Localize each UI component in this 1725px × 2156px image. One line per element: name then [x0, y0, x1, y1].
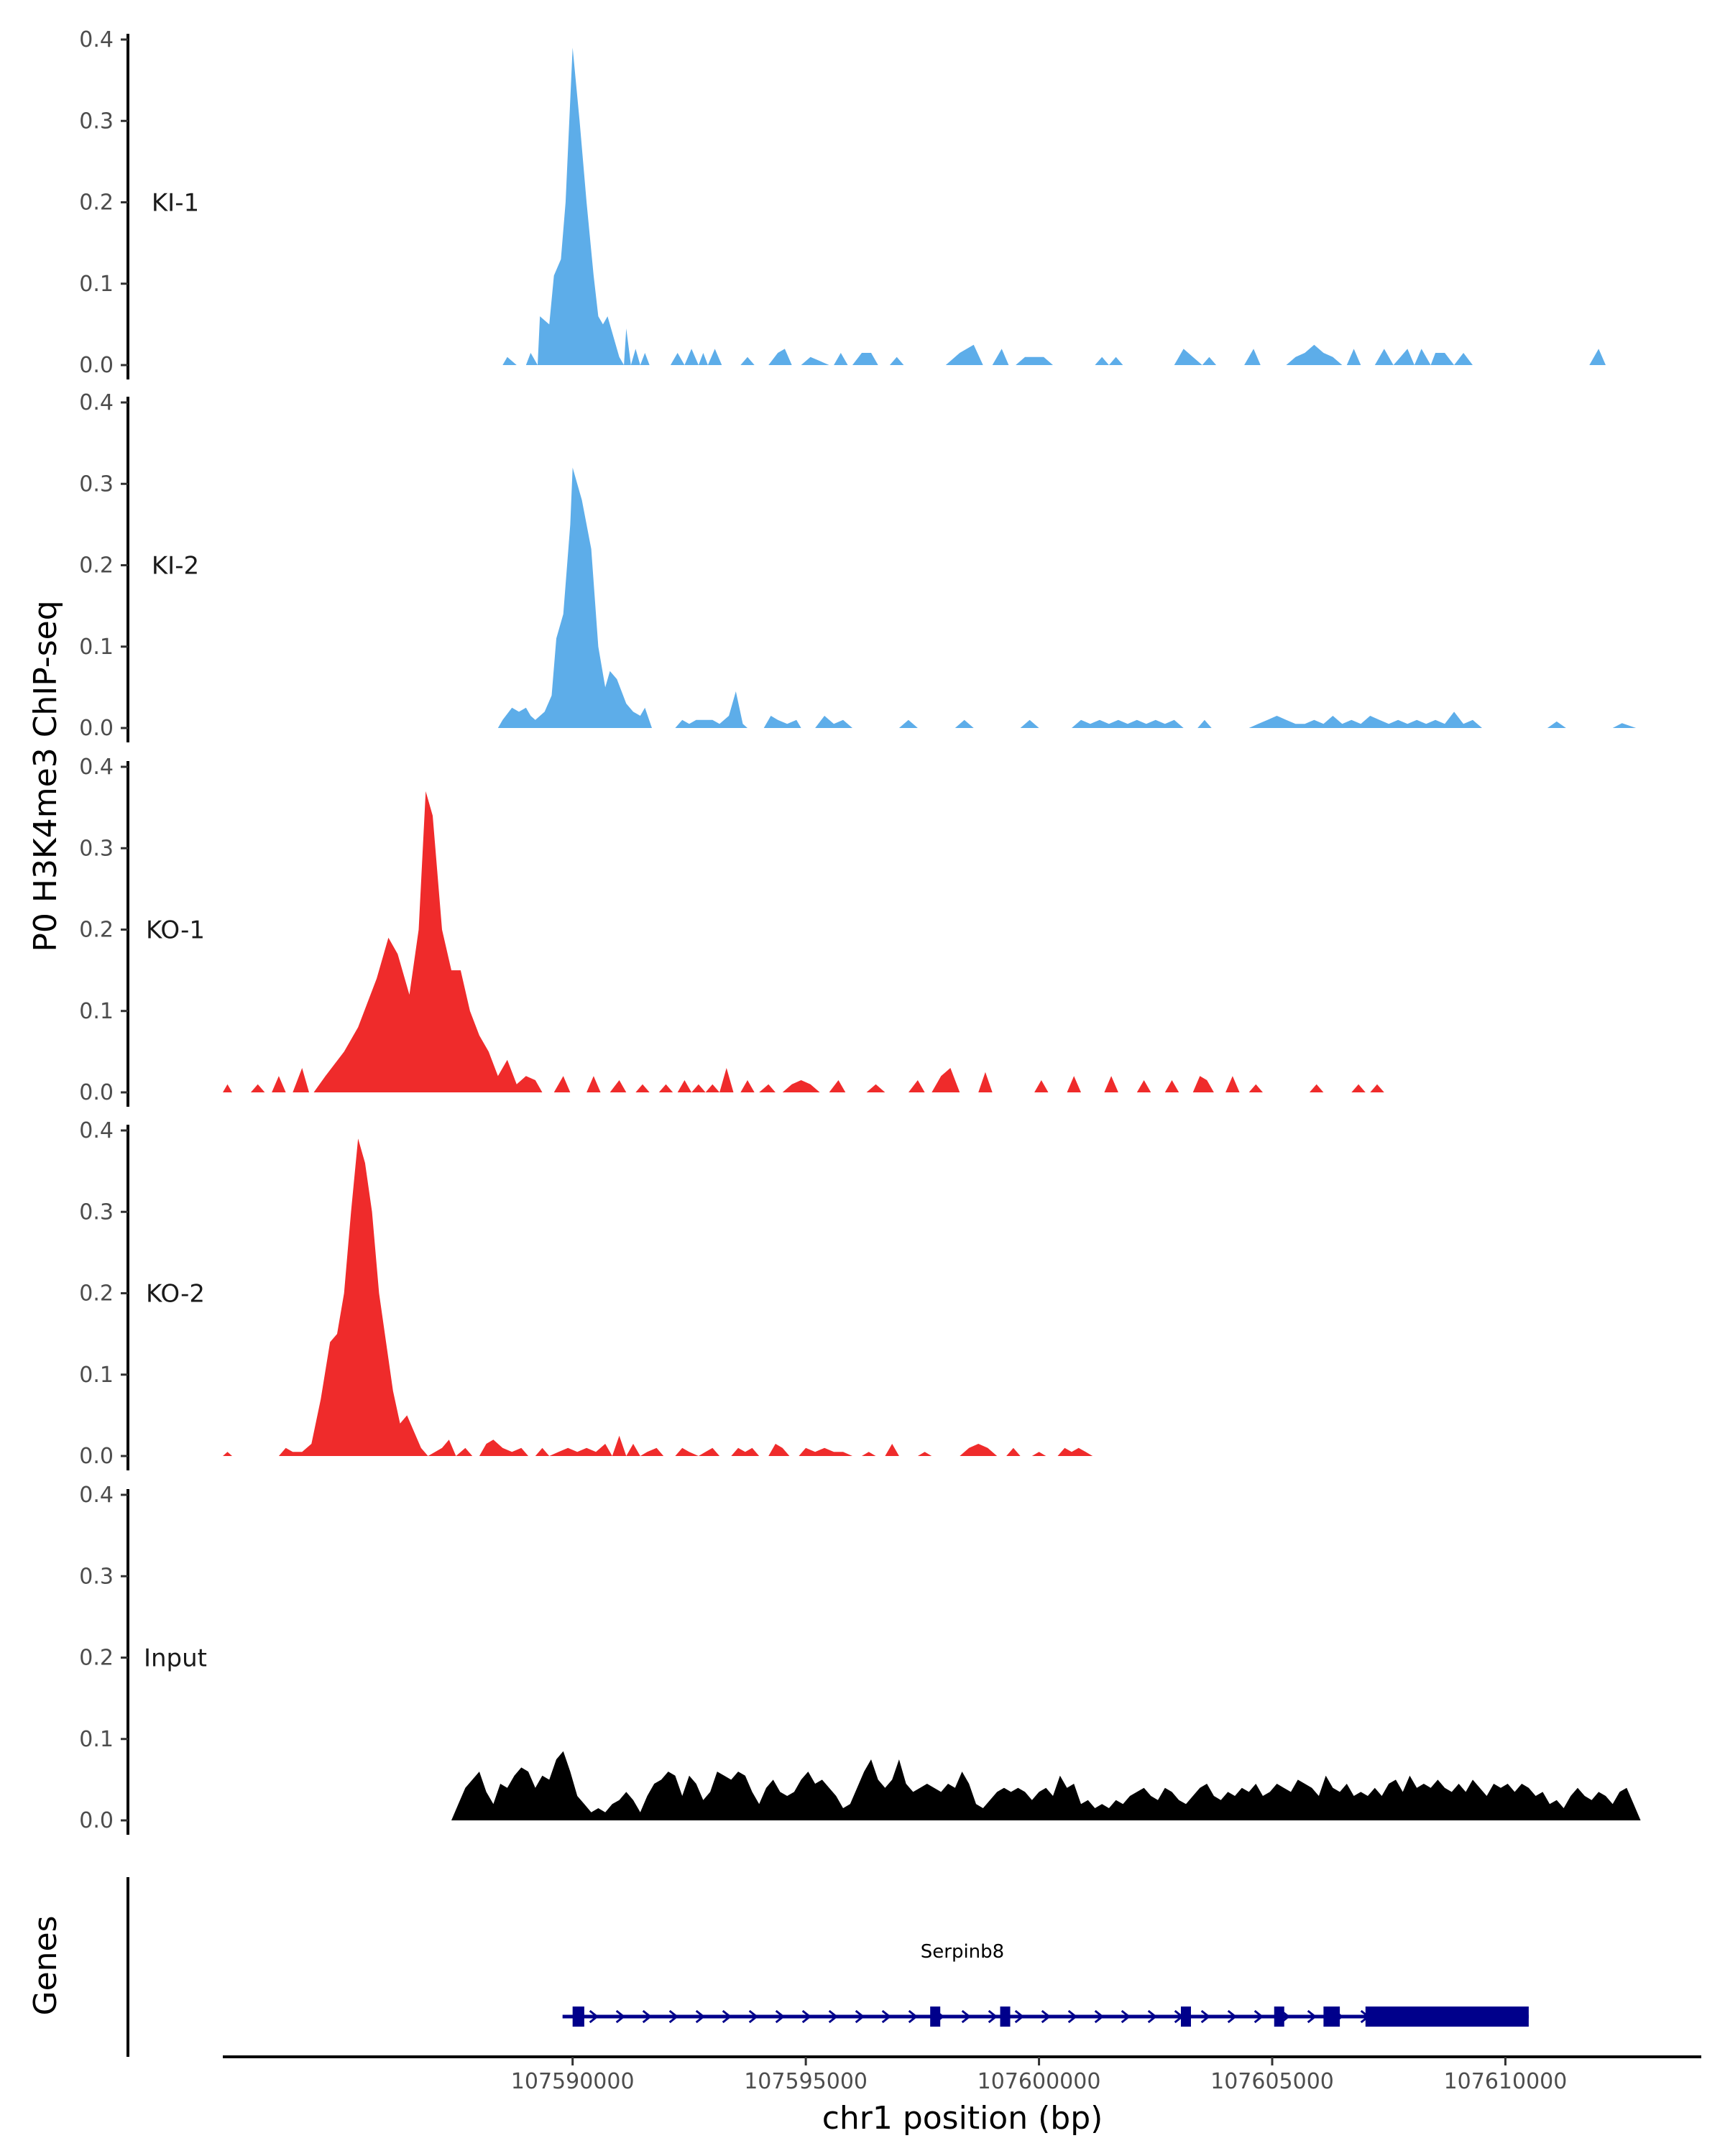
track-ko-1-signal-area: [223, 791, 1384, 1092]
track-ko-1-y-tick-label: 0.0: [79, 1080, 114, 1105]
gene-strand-arrow: [961, 2009, 972, 2024]
y-axis-title: P0 H3K4me3 ChIP-seq: [27, 600, 64, 952]
gene-strand-arrow: [615, 2009, 626, 2024]
track-input-y-tick-label: 0.4: [79, 1483, 114, 1508]
track-ki-1-y-tick-label: 0.3: [79, 109, 114, 134]
track-ko-2-label: KO-2: [146, 1280, 205, 1309]
genes-track-label: Genes: [27, 1915, 64, 2015]
gene-name-label: Serpinb8: [921, 1941, 1004, 1963]
track-ki-2-y-tick-label: 0.0: [79, 716, 114, 741]
gene-strand-arrow: [1094, 2009, 1105, 2024]
track-input-signal-area: [451, 1751, 1641, 1820]
track-ko-2-y-tick-label: 0.0: [79, 1444, 114, 1469]
track-ko-2-signal-area: [223, 1138, 1093, 1456]
gene-exon: [572, 2007, 584, 2027]
gene-strand-arrow: [855, 2009, 865, 2024]
x-axis-tick-label: 107590000: [511, 2069, 635, 2094]
track-ko-2-y-tick-label: 0.2: [79, 1281, 114, 1307]
track-input-y-tick-label: 0.3: [79, 1564, 114, 1589]
x-axis-tick-label: 107600000: [978, 2069, 1101, 2094]
x-axis-ticks: 107590000 107595000 107600000 107605000 1076…: [511, 2057, 1568, 2094]
gene-strand-arrow: [988, 2009, 998, 2024]
gene-strand-arrow: [1067, 2009, 1078, 2024]
track-ko-1-y-tick-label: 0.3: [79, 836, 114, 861]
gene-strand-arrow: [908, 2009, 919, 2024]
gene-strand-arrow: [748, 2009, 759, 2024]
track-ki-2: 0.0 0.1 0.2 0.3 0.4 KI-2: [79, 390, 1637, 742]
gene-strand-arrow: [589, 2009, 599, 2024]
gene-model-serpinb8: [562, 2007, 1529, 2027]
gene-strand-arrow: [1200, 2009, 1211, 2024]
track-ko-1-label: KO-1: [146, 916, 205, 945]
track-ki-1-label: KI-1: [152, 189, 199, 218]
gene-strand-arrow: [668, 2009, 679, 2024]
x-axis-tick-label: 107595000: [744, 2069, 868, 2094]
track-ko-2: 0.0 0.1 0.2 0.3 0.4 KO-2: [79, 1118, 1093, 1470]
x-axis-title: chr1 position (bp): [822, 2100, 1103, 2137]
track-input-label: Input: [144, 1644, 207, 1673]
track-ko-1-y-tick-label: 0.2: [79, 918, 114, 943]
track-ki-1-y-tick-label: 0.4: [79, 27, 114, 52]
x-axis-tick-label: 107605000: [1210, 2069, 1334, 2094]
gene-exon: [1365, 2007, 1529, 2027]
track-ki-1-y-tick-label: 0.2: [79, 190, 114, 216]
track-ki-2-y-tick-label: 0.4: [79, 390, 114, 415]
gene-exon: [930, 2007, 941, 2027]
gene-strand-arrow: [722, 2009, 732, 2024]
gene-exon: [1180, 2007, 1191, 2027]
gene-strand-arrow: [1014, 2009, 1025, 2024]
signal-tracks: 0.00.10.20.30.4KI-10.00.10.20.30.4KI-20.…: [79, 27, 1641, 1835]
track-ko-1: 0.0 0.1 0.2 0.3 0.4 KO-1: [79, 755, 1384, 1107]
track-ko-1-y-tick-label: 0.4: [79, 755, 114, 780]
gene-strand-arrow: [801, 2009, 812, 2024]
track-ki-1-signal-area: [502, 47, 1606, 366]
track-ki-2-y-tick-label: 0.2: [79, 553, 114, 579]
track-ko-1-y-tick-label: 0.1: [79, 999, 114, 1024]
gene-strand-arrow: [828, 2009, 839, 2024]
gene-strand-arrow: [881, 2009, 892, 2024]
gene-strand-arrow: [1041, 2009, 1052, 2024]
track-ki-1-y-tick-label: 0.0: [79, 353, 114, 378]
gene-exon: [1323, 2007, 1340, 2027]
gene-strand-arrow: [695, 2009, 706, 2024]
track-input: 0.0 0.1 0.2 0.3 0.4 Input: [79, 1483, 1641, 1835]
genes-track: Genes Serpinb8: [27, 1877, 1529, 2057]
gene-exon: [1000, 2007, 1011, 2027]
x-axis: 107590000 107595000 107600000 107605000 1076…: [223, 2055, 1701, 2137]
gene-strand-arrow: [642, 2009, 653, 2024]
track-ki-2-label: KI-2: [152, 552, 199, 581]
gene-strand-arrow: [1227, 2009, 1238, 2024]
x-axis-tick-label: 107610000: [1444, 2069, 1568, 2094]
track-input-y-tick-label: 0.2: [79, 1646, 114, 1671]
track-ko-2-y-tick-label: 0.3: [79, 1199, 114, 1225]
track-input-y-tick-label: 0.0: [79, 1808, 114, 1833]
track-ki-2-signal-area: [497, 467, 1637, 728]
track-ko-2-y-tick-label: 0.4: [79, 1118, 114, 1143]
gene-strand-arrow: [775, 2009, 786, 2024]
gene-strand-arrow: [1254, 2009, 1264, 2024]
track-ki-2-y-tick-label: 0.3: [79, 471, 114, 497]
track-ki-2-y-tick-label: 0.1: [79, 635, 114, 660]
gene-strand-arrow: [1307, 2009, 1317, 2024]
track-input-y-tick-label: 0.1: [79, 1727, 114, 1752]
track-ko-2-y-tick-label: 0.1: [79, 1363, 114, 1388]
gene-strand-arrow: [1121, 2009, 1131, 2024]
gene-exon: [1274, 2007, 1284, 2027]
gene-strand-arrow: [1147, 2009, 1158, 2024]
track-ki-1-y-tick-label: 0.1: [79, 272, 114, 297]
track-ki-1: 0.0 0.1 0.2 0.3 0.4 KI-1: [79, 27, 1606, 379]
